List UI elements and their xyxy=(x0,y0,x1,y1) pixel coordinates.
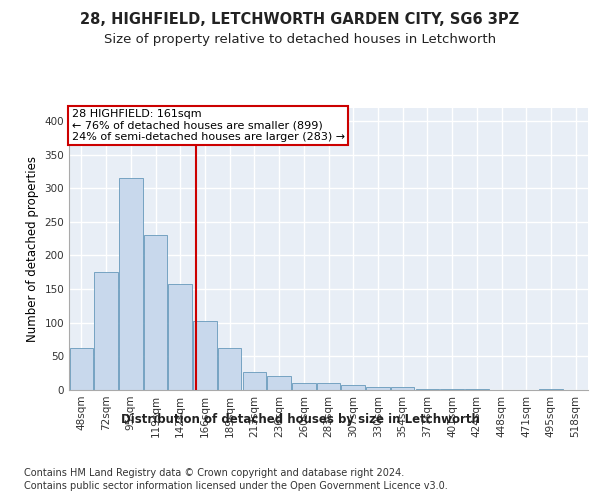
Bar xyxy=(391,388,415,390)
Y-axis label: Number of detached properties: Number of detached properties xyxy=(26,156,39,342)
Bar xyxy=(119,178,143,390)
Text: Contains HM Land Registry data © Crown copyright and database right 2024.: Contains HM Land Registry data © Crown c… xyxy=(24,468,404,477)
Bar xyxy=(292,384,316,390)
Bar xyxy=(94,272,118,390)
Bar xyxy=(242,372,266,390)
Bar xyxy=(366,386,389,390)
Bar xyxy=(218,348,241,390)
Bar xyxy=(341,386,365,390)
Text: Distribution of detached houses by size in Letchworth: Distribution of detached houses by size … xyxy=(121,412,479,426)
Text: Contains public sector information licensed under the Open Government Licence v3: Contains public sector information licen… xyxy=(24,481,448,491)
Bar xyxy=(144,236,167,390)
Bar xyxy=(268,376,291,390)
Bar xyxy=(317,384,340,390)
Bar xyxy=(416,388,439,390)
Text: 28 HIGHFIELD: 161sqm
← 76% of detached houses are smaller (899)
24% of semi-deta: 28 HIGHFIELD: 161sqm ← 76% of detached h… xyxy=(71,109,345,142)
Text: 28, HIGHFIELD, LETCHWORTH GARDEN CITY, SG6 3PZ: 28, HIGHFIELD, LETCHWORTH GARDEN CITY, S… xyxy=(80,12,520,28)
Bar xyxy=(193,320,217,390)
Text: Size of property relative to detached houses in Letchworth: Size of property relative to detached ho… xyxy=(104,32,496,46)
Bar xyxy=(70,348,93,390)
Bar xyxy=(169,284,192,390)
